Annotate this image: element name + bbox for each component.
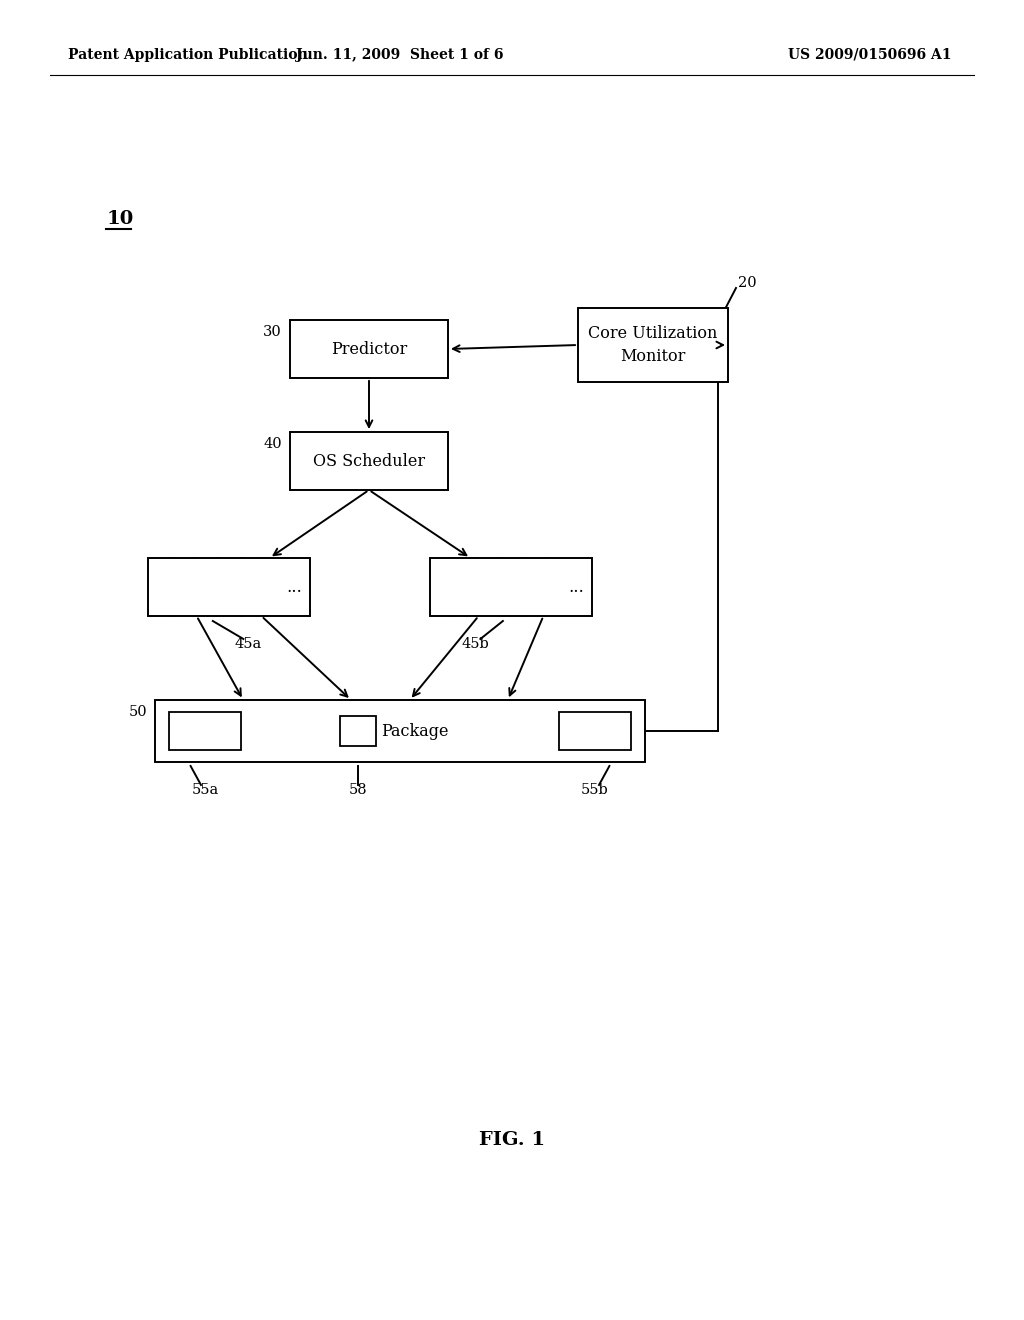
Text: Core Utilization
Monitor: Core Utilization Monitor <box>589 326 718 364</box>
Text: OS Scheduler: OS Scheduler <box>313 453 425 470</box>
Text: 55a: 55a <box>191 783 219 797</box>
Text: 20: 20 <box>738 276 757 290</box>
Bar <box>155 700 645 762</box>
Text: 45a: 45a <box>234 638 262 651</box>
Bar <box>290 319 449 378</box>
Text: Jun. 11, 2009  Sheet 1 of 6: Jun. 11, 2009 Sheet 1 of 6 <box>296 48 504 62</box>
Bar <box>578 308 728 381</box>
Text: 10: 10 <box>106 210 134 228</box>
Bar <box>148 558 310 616</box>
Bar <box>559 711 631 750</box>
Text: Predictor: Predictor <box>331 341 408 358</box>
Text: 55b: 55b <box>582 783 609 797</box>
Text: US 2009/0150696 A1: US 2009/0150696 A1 <box>788 48 951 62</box>
Bar <box>290 432 449 490</box>
Bar <box>340 715 376 746</box>
Bar <box>430 558 592 616</box>
Text: Package: Package <box>381 722 449 739</box>
Text: 40: 40 <box>263 437 282 451</box>
Text: ...: ... <box>568 578 584 595</box>
Bar <box>169 711 241 750</box>
Text: 45b: 45b <box>462 638 489 651</box>
Text: ...: ... <box>286 578 302 595</box>
Text: 30: 30 <box>263 325 282 339</box>
Text: Patent Application Publication: Patent Application Publication <box>68 48 307 62</box>
Text: 58: 58 <box>349 783 368 797</box>
Text: 50: 50 <box>128 705 147 719</box>
Text: FIG. 1: FIG. 1 <box>479 1131 545 1148</box>
